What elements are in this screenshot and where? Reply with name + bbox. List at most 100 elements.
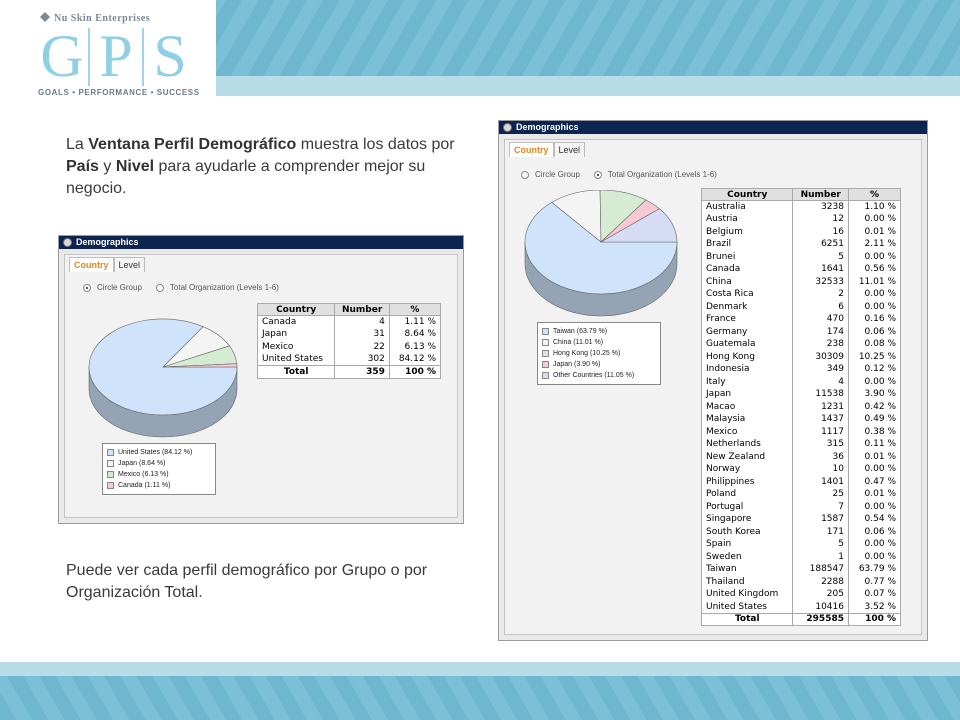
legend-label: Canada (1.11 %) — [118, 482, 171, 489]
number-cell: 470 — [792, 313, 849, 326]
number-cell: 188547 — [792, 563, 849, 576]
table-row: Japan 11538 3.90 % — [700, 388, 901, 401]
country-cell: Thailand — [700, 575, 793, 588]
percent-cell: 0.54 % — [847, 513, 901, 526]
radio-circle-group[interactable]: Circle Group — [521, 170, 580, 179]
number-cell: 4 — [792, 375, 849, 388]
total-cell: Total — [256, 365, 335, 378]
column-header[interactable]: % — [388, 303, 442, 316]
table-row: Malaysia 1437 0.49 % — [700, 413, 901, 426]
number-cell: 315 — [792, 438, 849, 451]
chart-legend: Taiwan (63.79 %) China (11.01 %) Hong Kong… — [537, 322, 661, 385]
intro-text: La Ventana Perfil Demográfico muestra lo… — [66, 136, 455, 197]
percent-cell: 3.52 % — [847, 600, 901, 613]
tab-country[interactable]: Country — [69, 257, 114, 272]
tab-level[interactable]: Level — [553, 142, 586, 157]
total-cell: 100 % — [388, 365, 441, 378]
number-cell: 10 — [792, 463, 849, 476]
table-row: New Zealand 36 0.01 % — [700, 450, 901, 463]
percent-cell: 0.00 % — [847, 550, 901, 563]
percent-cell: 0.11 % — [847, 438, 901, 451]
table-row: France 470 0.16 % — [700, 313, 901, 326]
number-cell: 1401 — [792, 475, 849, 488]
country-cell: Hong Kong — [700, 350, 793, 363]
percent-cell: 0.08 % — [847, 338, 901, 351]
country-cell: Costa Rica — [700, 288, 793, 301]
window-title-bar: Demographics — [59, 236, 463, 249]
percent-cell: 0.00 % — [847, 538, 901, 551]
company-mark-icon — [40, 12, 50, 22]
table-row: Austria 12 0.00 % — [700, 213, 901, 226]
table-row: Sweden 1 0.00 % — [700, 550, 901, 563]
table-row: Netherlands 315 0.11 % — [700, 438, 901, 451]
chart-legend: United States (84.12 %) Japan (8.64 %) Mex… — [102, 443, 216, 495]
number-cell: 10416 — [792, 600, 849, 613]
column-header[interactable]: Country — [700, 188, 794, 201]
column-header[interactable]: Country — [256, 303, 336, 316]
country-cell: United States — [700, 600, 793, 613]
demographics-window-circle: Demographics Country Level Circle Group … — [58, 235, 464, 524]
column-header[interactable]: Number — [792, 188, 849, 201]
country-cell: Poland — [700, 488, 793, 501]
tab-country[interactable]: Country — [509, 142, 554, 157]
tab-level[interactable]: Level — [113, 257, 146, 272]
column-header[interactable]: % — [847, 188, 902, 201]
table-row: Spain 5 0.00 % — [700, 538, 901, 551]
percent-cell: 0.00 % — [847, 463, 901, 476]
number-cell: 32533 — [792, 275, 849, 288]
number-cell: 16 — [792, 225, 849, 238]
total-cell: 100 % — [847, 612, 901, 626]
table-row: Hong Kong 30309 10.25 % — [700, 350, 901, 363]
country-cell: Taiwan — [700, 563, 793, 576]
country-table: Country Number% Australia 3238 1.10 % Austria… — [700, 188, 902, 626]
radio-total-organization[interactable]: Total Organization (Levels 1-6) — [593, 170, 717, 179]
percent-cell: 0.00 % — [847, 375, 901, 388]
number-cell: 4 — [334, 315, 390, 328]
legend-swatch — [107, 471, 114, 478]
number-cell: 31 — [334, 328, 390, 341]
percent-cell: 0.00 % — [847, 250, 901, 263]
country-cell: Japan — [700, 388, 793, 401]
legend-item: United States (84.12 %) — [107, 447, 211, 458]
table-row: Belgium 16 0.01 % — [700, 225, 901, 238]
country-cell: South Korea — [700, 525, 793, 538]
legend-label: United States (84.12 %) — [118, 449, 193, 456]
percent-cell: 1.10 % — [847, 200, 901, 213]
radio-total-organization[interactable]: Total Organization (Levels 1-6) — [155, 283, 279, 292]
logo: Nu Skin Enterprises G P S GOALS • PERFOR… — [0, 0, 216, 100]
legend-item: Canada (1.11 %) — [107, 480, 211, 491]
number-cell: 238 — [792, 338, 849, 351]
legend-swatch — [107, 460, 114, 467]
country-cell: United States — [256, 353, 335, 366]
number-cell: 12 — [792, 213, 849, 226]
legend-item: Mexico (6.13 %) — [107, 469, 211, 480]
logo-letter-p: P — [99, 23, 133, 89]
percent-cell: 0.12 % — [847, 363, 901, 376]
number-cell: 3238 — [792, 200, 849, 213]
view-radio-group: Circle Group Total Organization (Levels … — [521, 170, 731, 179]
number-cell: 2288 — [792, 575, 849, 588]
table-row: Denmark 6 0.00 % — [700, 300, 901, 313]
table-row: Macao 1231 0.42 % — [700, 400, 901, 413]
percent-cell: 0.38 % — [847, 425, 901, 438]
percent-cell: 1.11 % — [388, 315, 441, 328]
country-cell: Macao — [700, 400, 793, 413]
table-row: China 32533 11.01 % — [700, 275, 901, 288]
number-cell: 22 — [334, 340, 390, 353]
legend-swatch — [542, 339, 549, 346]
number-cell: 1117 — [792, 425, 849, 438]
number-cell: 6 — [792, 300, 849, 313]
table-row: Mexico 1117 0.38 % — [700, 425, 901, 438]
pie-slice-united-states — [88, 318, 238, 416]
legend-item: Hong Kong (10.25 %) — [542, 348, 656, 359]
percent-cell: 0.47 % — [847, 475, 901, 488]
legend-label: Japan (8.64 %) — [118, 460, 166, 467]
table-row: United States 302 84.12 % — [256, 353, 441, 366]
pie-chart — [524, 190, 678, 317]
country-cell: Japan — [256, 328, 335, 341]
column-header[interactable]: Number — [334, 303, 390, 316]
legend-label: China (11.01 %) — [553, 339, 604, 346]
percent-cell: 6.13 % — [388, 340, 441, 353]
country-table: Country Number% Canada 4 1.11 % Japan 31 8.64 %… — [256, 303, 442, 379]
radio-circle-group[interactable]: Circle Group — [83, 283, 142, 292]
